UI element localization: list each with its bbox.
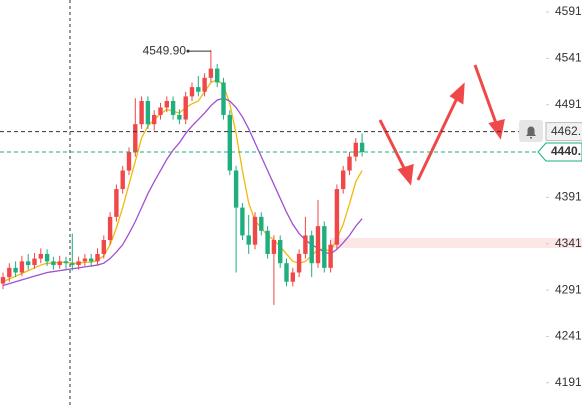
candle-body [183,96,188,120]
candle-body [133,124,138,152]
candle-body [51,261,56,266]
candle-body [252,216,258,245]
support-zone [330,238,582,248]
candle-body [233,170,239,208]
candle-body [145,101,151,125]
candle-body [208,68,214,78]
candle-body [202,77,207,92]
candle-body [290,272,295,282]
candle-body [76,261,81,266]
moving-average [2,78,363,283]
price-tag-label: 4440. [551,144,581,158]
candle-body [227,114,232,171]
candle-body [303,235,308,254]
candle-body [284,263,289,282]
y-tick-label: 4341 [555,236,582,250]
y-tick-label: 4241 [555,329,582,343]
moving-average [2,97,363,287]
candle-body [114,189,119,217]
candle-body [221,82,226,115]
candle-body [170,101,176,115]
candle-body [101,240,106,254]
candle-body [328,244,333,268]
price-tag [537,142,582,162]
bell-icon [526,126,536,139]
candle-body [70,263,75,266]
candle-body [265,230,270,254]
candle-body [334,189,340,245]
peak-dot [186,49,190,53]
candle-body [240,207,245,236]
candle-body [0,277,6,284]
candle-body [95,253,100,262]
y-tick-label: 4391 [555,190,582,204]
candle-body [63,261,69,264]
candle-body [177,114,182,120]
candle-body [271,240,277,254]
candle-body [246,235,251,245]
candle-body [44,253,50,262]
y-tick-label: 4541 [555,51,582,65]
candle-body [89,258,94,262]
candle-body [347,156,352,171]
y-tick-label: 4491 [555,97,582,111]
candle-body [57,261,62,266]
candle-body [19,261,25,273]
y-tick-label: 4291 [555,282,582,296]
candle-body [139,101,144,125]
candle-body [7,267,12,278]
candle-body [152,114,157,125]
candle-body [82,258,88,262]
candle-body [309,235,314,264]
candle-body [189,87,195,97]
candle-body [322,226,327,268]
price-tag-label: 4462. [551,124,581,138]
arrows [378,64,505,186]
candle-body [120,170,125,190]
candle-body [215,68,220,83]
candle-body [341,170,346,190]
candle-body [158,107,163,115]
candle-body [32,258,37,266]
y-tick-label: 4591 [555,4,582,18]
candle-body [107,216,113,241]
candle-body [196,87,201,92]
candle-body [296,253,302,273]
candle-body [126,151,132,171]
price-tag [545,122,582,142]
candle-body [13,267,18,273]
peak-label: 4549.90 [143,43,187,57]
candle-body [315,226,321,264]
y-tick-label: 4191 [555,375,582,389]
candle-body [353,142,358,157]
candle-body [164,101,169,108]
candle-body [38,253,43,259]
candle-body [359,142,365,152]
candle-body [26,261,31,266]
candle-body [278,240,283,264]
candle-body [259,216,264,231]
